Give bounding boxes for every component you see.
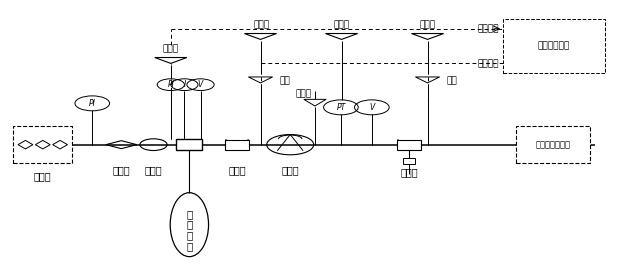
Text: 燃料电池发动机: 燃料电池发动机 <box>536 140 570 149</box>
Text: 针鄀: 针鄀 <box>280 76 291 85</box>
Text: 排空口: 排空口 <box>334 21 350 30</box>
Text: PT: PT <box>336 103 345 112</box>
Text: 针鄀: 针鄀 <box>447 76 458 85</box>
Text: I: I <box>184 80 185 89</box>
Text: PI: PI <box>89 99 95 108</box>
Text: V: V <box>370 103 374 112</box>
Text: 气: 气 <box>186 230 192 240</box>
FancyBboxPatch shape <box>14 126 72 163</box>
Text: 单向阀: 单向阀 <box>144 165 162 175</box>
Text: 瓶: 瓶 <box>186 241 192 251</box>
Text: PI: PI <box>167 80 174 89</box>
FancyBboxPatch shape <box>397 140 421 150</box>
Text: 限流鄀: 限流鄀 <box>228 165 246 175</box>
Text: 排空口: 排空口 <box>163 45 179 54</box>
FancyBboxPatch shape <box>225 140 249 150</box>
FancyBboxPatch shape <box>503 19 605 73</box>
Text: 信号输入: 信号输入 <box>478 24 499 33</box>
Text: 氢: 氢 <box>186 220 192 230</box>
Text: 控制输出: 控制输出 <box>478 59 499 68</box>
FancyBboxPatch shape <box>516 126 590 163</box>
Text: 电磁鄀: 电磁鄀 <box>400 168 418 178</box>
Text: 排空口: 排空口 <box>420 21 436 30</box>
Text: 排空口: 排空口 <box>253 21 269 30</box>
Text: V: V <box>198 80 203 89</box>
Text: 加氢口: 加氢口 <box>34 171 51 181</box>
FancyBboxPatch shape <box>176 139 202 150</box>
Text: 储: 储 <box>186 209 192 219</box>
FancyBboxPatch shape <box>403 158 415 164</box>
Text: 减压鄀: 减压鄀 <box>281 165 299 175</box>
Text: 过滤器: 过滤器 <box>112 165 130 175</box>
Text: 安全鄀: 安全鄀 <box>296 90 312 99</box>
Text: 氢系统控制器: 氢系统控制器 <box>538 42 570 51</box>
